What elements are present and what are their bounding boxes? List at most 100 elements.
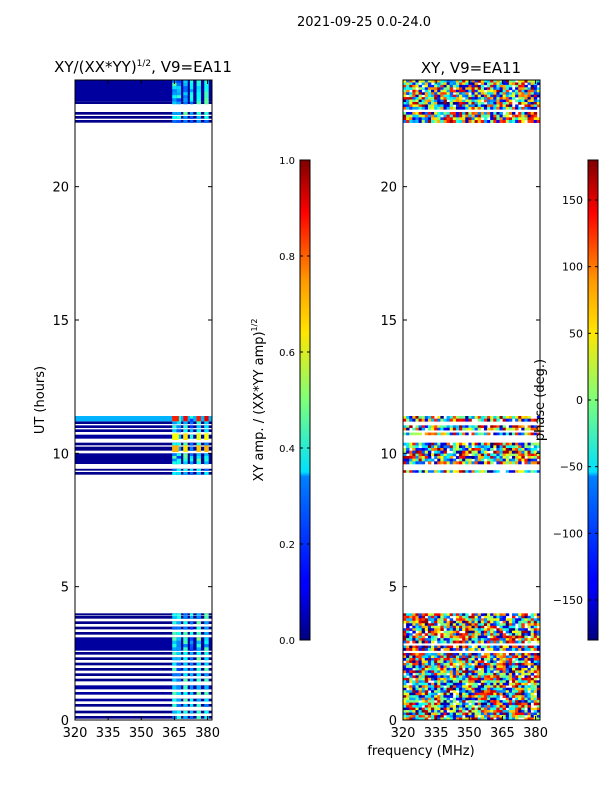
phase-cell: [533, 445, 538, 449]
phase-cell: [421, 112, 426, 115]
phase-cell: [490, 84, 494, 88]
phase-cell: [477, 106, 482, 110]
phase-cell: [477, 418, 482, 422]
phase-cell: [406, 695, 410, 698]
phase-cell: [443, 618, 447, 622]
phase-cell: [471, 685, 475, 689]
amplitude-cell: [196, 704, 201, 707]
phase-cell: [437, 84, 441, 88]
phase-cell: [449, 448, 454, 451]
phase-cell: [518, 677, 522, 681]
phase-cell: [465, 635, 469, 639]
phase-cell: [415, 702, 419, 706]
phase-cell: [452, 690, 457, 694]
phase-cell: [403, 618, 407, 622]
phase-cell: [518, 120, 522, 123]
phase-cell: [465, 102, 469, 105]
phase-cell: [518, 448, 522, 451]
phase-cell: [477, 653, 482, 656]
phase-cell: [518, 623, 522, 627]
phase-cell: [406, 99, 410, 103]
phase-cell: [465, 418, 469, 422]
phase-cell: [483, 653, 488, 656]
phase-cell: [449, 648, 454, 651]
phase-cell: [468, 106, 472, 110]
phase-cell: [505, 461, 510, 465]
phase-cell: [518, 690, 522, 694]
phase-cell: [471, 89, 475, 93]
phase-cell: [462, 655, 466, 659]
phase-cell: [462, 82, 466, 86]
phase-cell: [431, 84, 435, 88]
phase-cell: [427, 687, 432, 691]
phase-cell: [502, 672, 507, 676]
phase-cell: [406, 685, 410, 689]
phase-cell: [409, 645, 413, 649]
phase-cell: [452, 82, 457, 86]
phase-cell: [412, 687, 416, 691]
phase-cell: [409, 707, 413, 711]
phase-cell: [471, 717, 475, 720]
phase-cell: [449, 695, 454, 698]
phase-cell: [434, 453, 438, 457]
phase-cell: [421, 425, 426, 429]
phase-cell: [477, 635, 482, 639]
phase-cell: [515, 106, 519, 110]
phase-cell: [518, 432, 522, 436]
phase-cell: [440, 82, 444, 86]
phase-cell: [412, 87, 416, 91]
phase-cell: [496, 648, 500, 651]
phase-cell: [518, 445, 522, 449]
phase-cell: [483, 662, 488, 666]
phase-cell: [477, 685, 482, 689]
phase-cell: [521, 628, 525, 631]
phase-cell: [483, 630, 488, 634]
phase-cell: [437, 638, 441, 641]
phase-cell: [431, 715, 435, 718]
amplitude-hot-cell: [172, 433, 179, 440]
phase-cell: [499, 453, 503, 457]
phase-cell: [471, 635, 475, 639]
amplitude-cell: [196, 616, 201, 619]
phase-cell: [487, 660, 491, 664]
phase-cell: [468, 623, 472, 627]
phase-cell: [449, 461, 454, 465]
amplitude-row-band: [75, 429, 212, 432]
phase-cell: [505, 717, 510, 720]
phase-cell: [508, 453, 513, 457]
phase-cell: [518, 657, 522, 661]
phase-cell: [533, 425, 538, 429]
phase-cell: [412, 458, 416, 462]
phase-cell: [493, 702, 497, 706]
phase-cell: [440, 687, 444, 691]
phase-cell: [421, 630, 426, 634]
phase-cell: [468, 712, 472, 716]
phase-cell: [446, 700, 451, 703]
phase-cell: [487, 613, 491, 617]
phase-cell: [471, 114, 475, 118]
amplitude-cell: [176, 112, 182, 115]
phase-cell: [443, 82, 447, 86]
phase-cell: [508, 120, 513, 123]
phase-cell: [490, 710, 494, 713]
phase-cell: [449, 662, 454, 666]
phase-cell: [443, 648, 447, 651]
phase-cell: [505, 89, 510, 93]
phase-cell: [508, 461, 513, 465]
phase-cell: [446, 453, 451, 457]
phase-cell: [455, 416, 460, 419]
amplitude-cell: [183, 116, 188, 119]
phase-cell: [524, 653, 528, 656]
phase-cell: [465, 456, 469, 459]
phase-cell: [418, 117, 422, 121]
phase-cell: [403, 702, 407, 706]
phase-cell: [515, 685, 519, 689]
phase-cell: [421, 80, 426, 83]
phase-cell: [493, 682, 497, 686]
amplitude-row-band: [75, 116, 212, 119]
phase-cell: [477, 453, 482, 457]
phase-cell: [462, 680, 466, 684]
amplitude-cell: [183, 86, 188, 90]
phase-cell: [440, 456, 444, 459]
phase-cell: [424, 717, 429, 720]
